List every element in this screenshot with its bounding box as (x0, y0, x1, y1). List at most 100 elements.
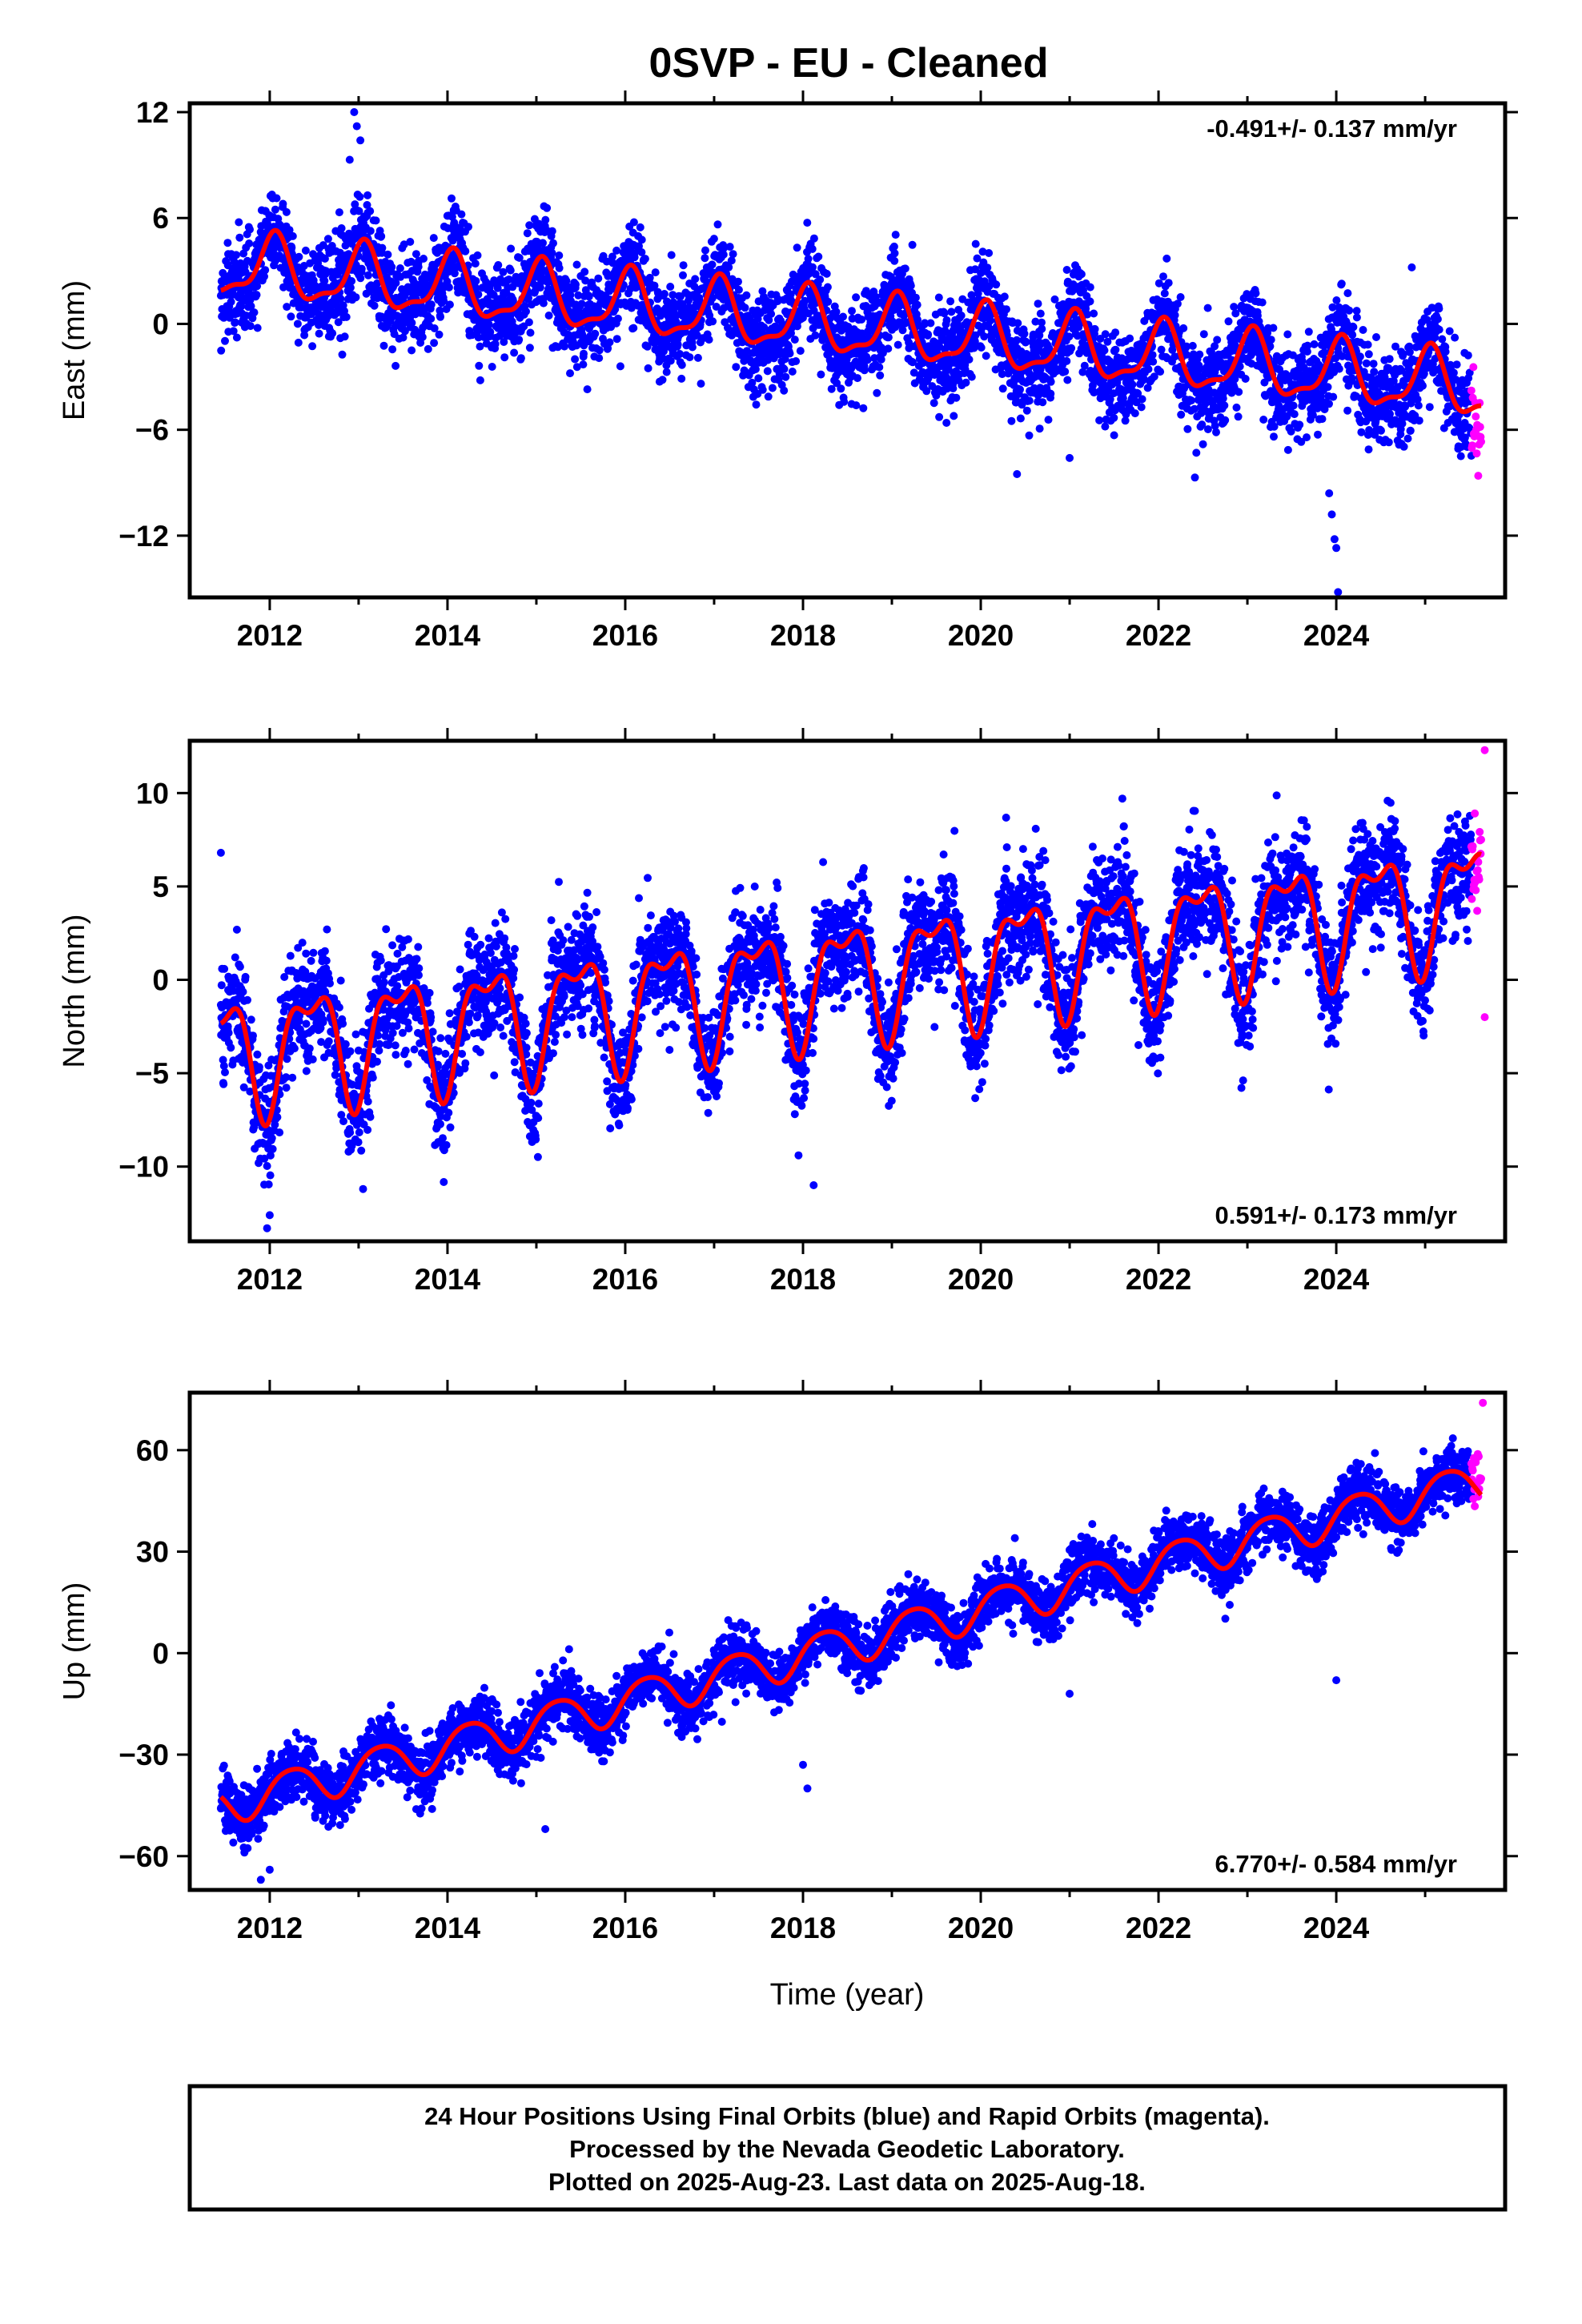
east-rapid-point (1474, 472, 1483, 480)
east-point (814, 252, 823, 261)
east-outlier-point (345, 155, 354, 164)
east-x-tick-label: 2012 (237, 619, 303, 652)
east-point (1290, 410, 1299, 419)
east-point (1304, 328, 1313, 336)
east-point (232, 251, 240, 259)
east-point (537, 259, 546, 267)
east-point (346, 283, 355, 292)
east-point (640, 255, 649, 263)
east-point (822, 269, 831, 278)
east-point (1156, 368, 1165, 376)
east-point (1110, 413, 1118, 422)
east-point (971, 239, 980, 248)
east-point (414, 263, 423, 271)
east-point (1399, 442, 1408, 451)
east-point (1349, 323, 1358, 332)
east-point (1405, 348, 1414, 356)
east-point (734, 285, 743, 294)
east-outlier-point (350, 108, 359, 116)
east-point (1445, 327, 1454, 336)
east-point (636, 223, 644, 231)
east-point (934, 293, 943, 302)
east-rapid-point (1467, 386, 1476, 395)
east-point (387, 263, 396, 271)
east-point (260, 272, 268, 281)
east-point (223, 239, 232, 247)
east-point (1303, 341, 1312, 350)
east-point (608, 252, 616, 261)
east-point (1456, 452, 1465, 460)
east-point (725, 243, 734, 251)
east-point (942, 316, 951, 324)
east-point (572, 260, 581, 269)
east-point (595, 354, 604, 363)
east-point (1212, 428, 1220, 436)
east-point (985, 249, 994, 257)
east-x-tick-label: 2014 (415, 619, 481, 652)
east-point (594, 274, 603, 283)
east-point (574, 291, 583, 300)
east-point (571, 355, 580, 364)
east-point (1232, 403, 1241, 412)
north-point (219, 1080, 228, 1088)
east-y-tick-label: 0 (152, 308, 169, 340)
east-point (693, 353, 702, 362)
east-point (1157, 345, 1166, 354)
east-point (629, 218, 638, 227)
east-point (1369, 360, 1378, 368)
east-point (406, 238, 415, 246)
east-point (515, 336, 524, 344)
east-point (357, 264, 366, 273)
east-point (1162, 254, 1171, 263)
east-point (1063, 376, 1072, 384)
east-point (1046, 389, 1055, 398)
east-point (790, 336, 799, 344)
east-point (1137, 403, 1146, 412)
east-point (245, 239, 254, 247)
north-point (241, 972, 250, 981)
east-point (1061, 368, 1070, 376)
east-point (859, 404, 868, 412)
east-point (1295, 420, 1304, 429)
north-point (235, 963, 244, 971)
east-point (732, 363, 741, 372)
east-point (1372, 333, 1380, 341)
east-point (371, 216, 380, 225)
east-point (1370, 368, 1379, 376)
east-point (967, 372, 976, 381)
east-point (1452, 360, 1461, 369)
east-point (926, 319, 935, 328)
east-point (235, 233, 244, 242)
east-point (998, 384, 1007, 393)
east-point (677, 360, 686, 369)
east-point (857, 316, 866, 324)
east-point (1025, 396, 1034, 405)
east-point (391, 279, 400, 287)
east-point (392, 312, 401, 320)
east-point (893, 340, 902, 349)
east-point (949, 384, 958, 392)
east-point (1415, 416, 1423, 425)
east-point (1138, 395, 1146, 404)
east-point (1310, 340, 1319, 348)
east-point (705, 336, 713, 344)
east-point (1038, 324, 1046, 333)
east-point (768, 384, 777, 392)
east-point (252, 291, 261, 300)
east-panel: 2012 2014 2016 2018 2020 2022 2024−12−60612Eas… (58, 90, 1518, 652)
east-point (581, 276, 590, 285)
east-point (1219, 394, 1227, 403)
east-point (356, 274, 365, 283)
east-y-tick-label: 12 (136, 96, 169, 129)
east-point (1425, 403, 1434, 412)
east-point (977, 344, 986, 352)
east-point (809, 263, 817, 271)
east-point (804, 255, 813, 263)
east-point (701, 254, 709, 263)
east-point (473, 251, 482, 259)
east-point (1251, 289, 1260, 298)
north-panel: 2012 2014 2016 2018 2020 2022 2024−10−50510Nor… (58, 728, 1518, 1296)
east-point (924, 330, 933, 339)
east-point (522, 307, 530, 316)
east-point (709, 235, 718, 243)
